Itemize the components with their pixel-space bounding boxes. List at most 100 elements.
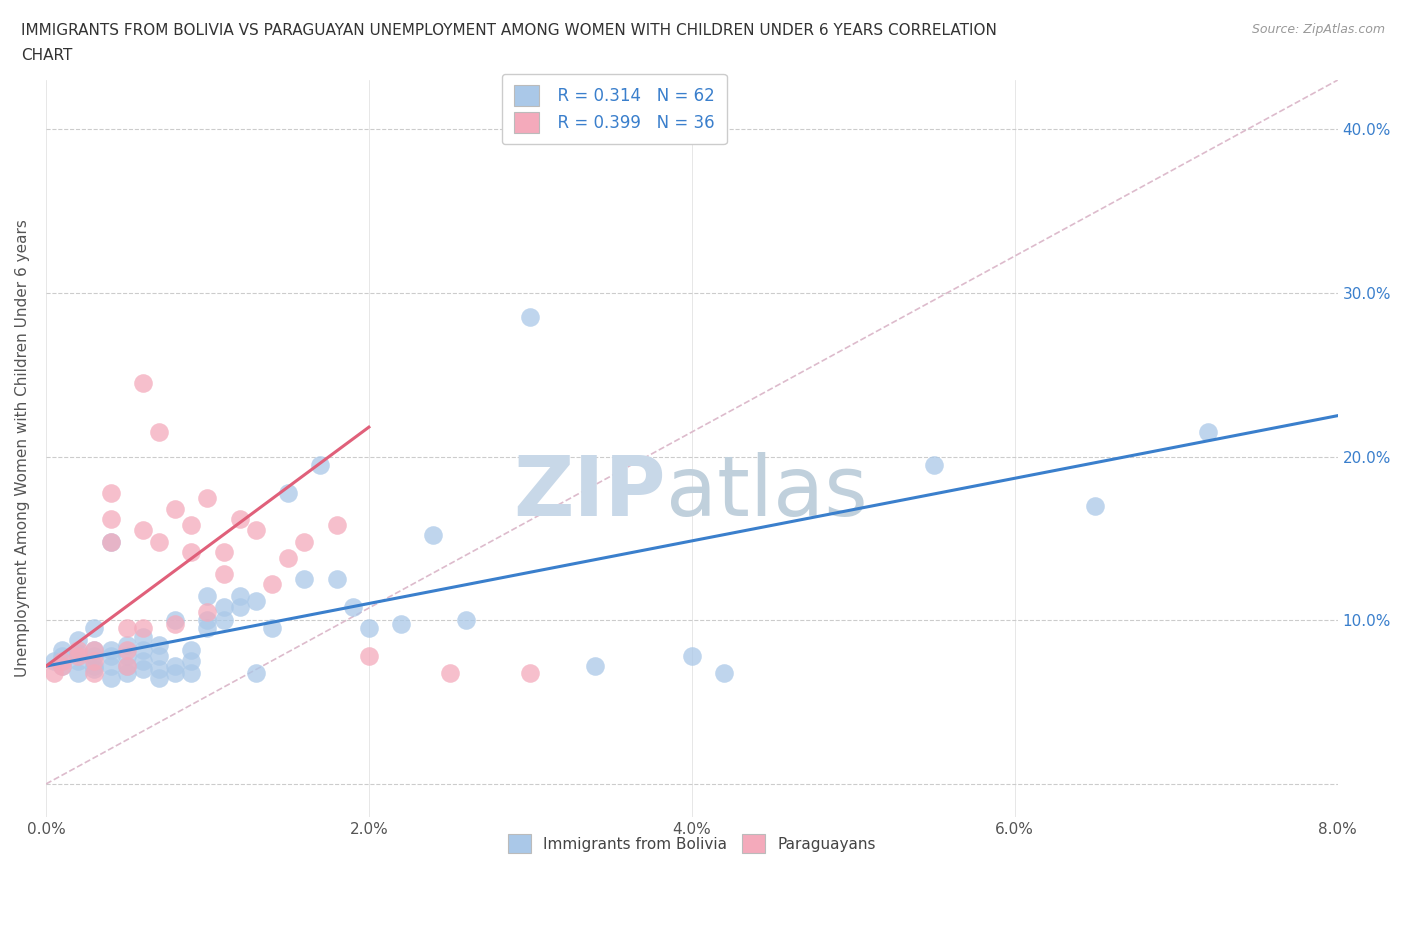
Point (197, 490, 219, 505)
Point (342, 600, 364, 615)
Point (180, 544, 202, 559)
Point (165, 658, 187, 673)
Point (245, 523, 267, 538)
Point (100, 512, 122, 526)
Point (583, 658, 606, 673)
Point (115, 658, 138, 673)
Point (67, 643, 90, 658)
Point (260, 577, 283, 591)
Point (67, 645, 90, 660)
Point (115, 637, 138, 652)
Point (245, 593, 267, 608)
Point (83, 649, 105, 664)
Point (180, 654, 202, 669)
Point (439, 665, 461, 680)
Point (132, 643, 155, 658)
Point (42, 665, 65, 680)
Point (83, 665, 105, 680)
Point (115, 658, 138, 673)
Point (132, 654, 155, 669)
Point (100, 534, 122, 549)
Point (51, 658, 73, 673)
Point (212, 600, 235, 615)
Point (260, 621, 283, 636)
Point (148, 534, 170, 549)
Point (67, 654, 90, 669)
Point (67, 649, 90, 664)
Point (51, 643, 73, 658)
Point (42, 654, 65, 669)
Point (148, 662, 170, 677)
Point (277, 485, 299, 500)
Point (100, 643, 122, 658)
Text: Source: ZipAtlas.com: Source: ZipAtlas.com (1251, 23, 1385, 36)
Point (83, 643, 105, 658)
Point (292, 572, 315, 587)
Point (132, 523, 155, 538)
Point (51, 658, 73, 673)
Point (180, 518, 202, 533)
Point (83, 621, 105, 636)
Point (357, 621, 380, 636)
Point (148, 671, 170, 685)
Point (197, 589, 219, 604)
Point (115, 643, 138, 658)
Point (922, 458, 945, 472)
Point (357, 649, 380, 664)
Point (422, 527, 444, 542)
Point (132, 630, 155, 644)
Point (519, 310, 541, 325)
Point (132, 621, 155, 636)
Point (1084, 498, 1107, 513)
Point (83, 662, 105, 677)
Point (681, 649, 703, 664)
Point (713, 665, 735, 680)
Point (245, 665, 267, 680)
Point (83, 643, 105, 658)
Point (132, 662, 155, 677)
Point (100, 485, 122, 500)
Point (325, 518, 347, 533)
Point (51, 649, 73, 664)
Point (389, 616, 412, 631)
Point (148, 425, 170, 440)
Point (325, 572, 347, 587)
Point (148, 649, 170, 664)
Point (1198, 425, 1220, 440)
Point (212, 544, 235, 559)
Point (115, 621, 138, 636)
Point (197, 604, 219, 619)
Point (165, 665, 187, 680)
Point (292, 534, 315, 549)
Point (100, 534, 122, 549)
Point (228, 589, 250, 604)
Point (180, 643, 202, 658)
Point (180, 665, 202, 680)
Point (228, 600, 250, 615)
Legend: Immigrants from Bolivia, Paraguayans: Immigrants from Bolivia, Paraguayans (501, 827, 883, 860)
Point (83, 654, 105, 669)
Text: atlas: atlas (666, 452, 868, 533)
Point (165, 616, 187, 631)
Point (115, 665, 138, 680)
Point (67, 632, 90, 647)
Point (212, 567, 235, 582)
Y-axis label: Unemployment Among Women with Children Under 6 years: Unemployment Among Women with Children U… (15, 219, 30, 677)
Point (197, 621, 219, 636)
Point (115, 649, 138, 664)
Point (165, 501, 187, 516)
Text: CHART: CHART (21, 48, 73, 63)
Point (454, 613, 477, 628)
Point (212, 613, 235, 628)
Point (100, 658, 122, 673)
Point (51, 654, 73, 669)
Point (67, 665, 90, 680)
Point (309, 458, 332, 472)
Point (197, 613, 219, 628)
Point (228, 512, 250, 526)
Point (100, 649, 122, 664)
Text: IMMIGRANTS FROM BOLIVIA VS PARAGUAYAN UNEMPLOYMENT AMONG WOMEN WITH CHILDREN UND: IMMIGRANTS FROM BOLIVIA VS PARAGUAYAN UN… (21, 23, 997, 38)
Text: ZIP: ZIP (513, 452, 666, 533)
Point (83, 658, 105, 673)
Point (132, 376, 155, 391)
